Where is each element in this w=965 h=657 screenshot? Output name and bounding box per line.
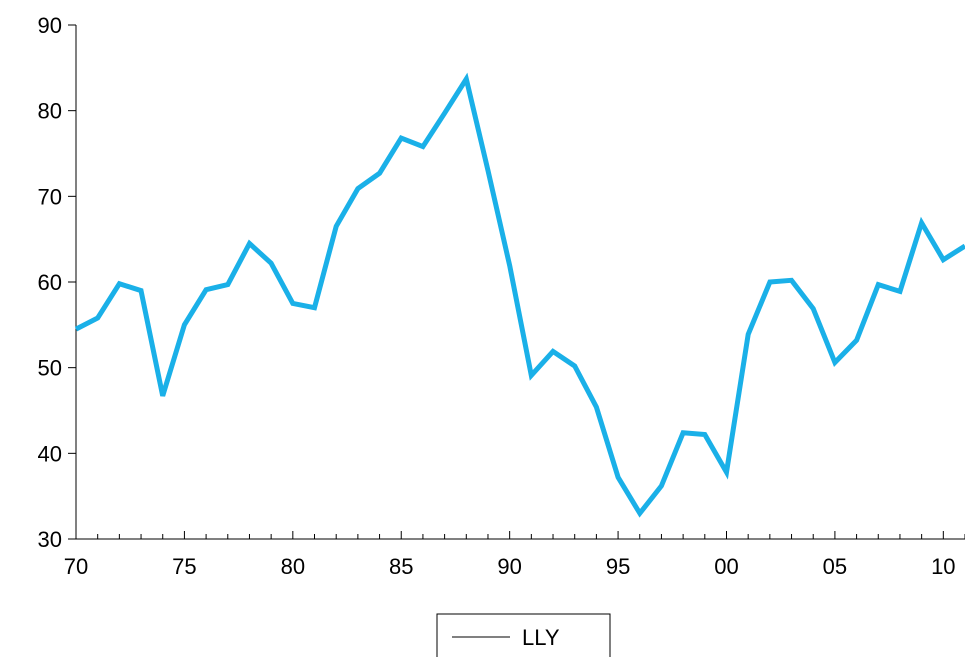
legend: LLY [436,613,611,657]
series-line-lly [74,72,965,518]
legend-box [436,613,611,657]
plot-frame [75,25,965,540]
x-tick-label: 90 [497,554,521,579]
x-tick-label: 70 [64,554,88,579]
series-layer [74,72,965,518]
y-tick-label: 90 [38,13,62,38]
y-tick-label: 40 [38,441,62,466]
x-tick-label: 10 [931,554,955,579]
x-tick-label: 80 [281,554,305,579]
y-axis: 30 40 50 60 70 80 90 [38,13,76,552]
y-tick-label: 80 [38,99,62,124]
legend-label-lly: LLY [522,625,560,650]
y-tick-label: 60 [38,270,62,295]
x-tick-label: 00 [714,554,738,579]
x-axis: 70 75 80 85 90 95 00 05 10 [64,531,965,579]
x-tick-label: 85 [389,554,413,579]
x-tick-label: 75 [172,554,196,579]
x-tick-label: 95 [606,554,630,579]
y-tick-label: 50 [38,356,62,381]
y-tick-label: 70 [38,184,62,209]
x-tick-label: 05 [823,554,847,579]
y-tick-label: 30 [38,527,62,552]
